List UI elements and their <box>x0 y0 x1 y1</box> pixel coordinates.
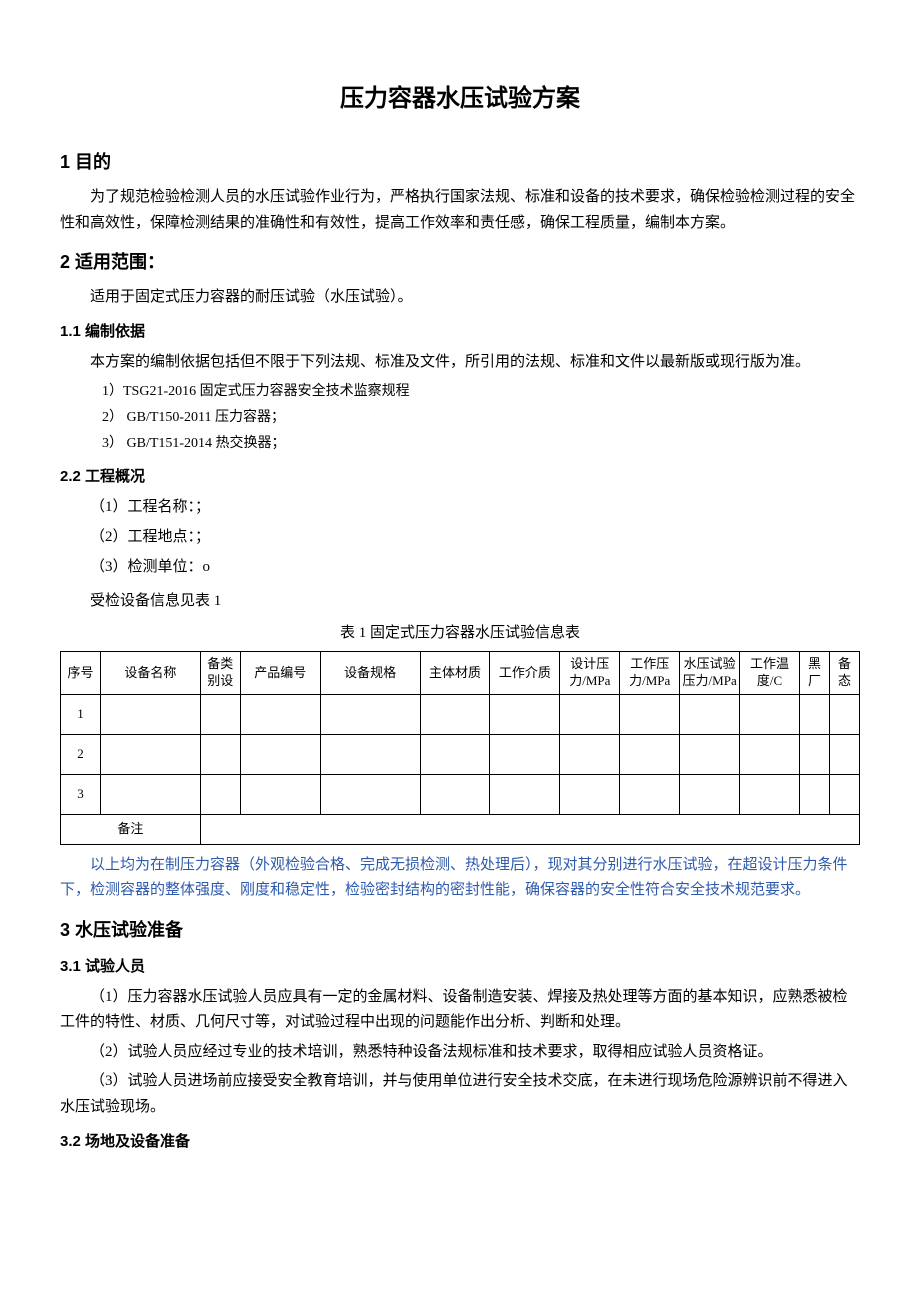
table-footer-row: 备注 <box>61 815 860 845</box>
subsection-1-1-heading: 1.1 编制依据 <box>60 320 860 344</box>
basis-item-3: 3） GB/T151-2014 热交换器； <box>60 432 860 456</box>
cell-empty <box>490 735 560 775</box>
basis-item-2: 2） GB/T150-2011 压力容器； <box>60 406 860 430</box>
cell-empty <box>800 735 830 775</box>
col-working-pressure: 工作压力/MPa <box>620 652 680 695</box>
col-product-number: 产品编号 <box>240 652 320 695</box>
cell-empty <box>740 695 800 735</box>
section-2-heading: 2 适用范围： <box>60 248 860 277</box>
table-row: 1 <box>61 695 860 735</box>
subsection-3-2-heading: 3.2 场地及设备准备 <box>60 1130 860 1154</box>
table-reference: 受检设备信息见表 1 <box>60 589 860 613</box>
blue-explanation: 以上均为在制压力容器（外观检验合格、完成无损检测、热处理后），现对其分别进行水压… <box>60 853 860 904</box>
equipment-info-table: 序号 设备名称 备类别设 产品编号 设备规格 主体材质 工作介质 设计压力/MP… <box>60 651 860 845</box>
project-name-field: （1）工程名称：； <box>60 495 860 519</box>
cell-empty <box>620 775 680 815</box>
table-1-caption: 表 1 固定式压力容器水压试验信息表 <box>60 621 860 645</box>
col-state: 黑厂 <box>800 652 830 695</box>
col-medium: 工作介质 <box>490 652 560 695</box>
section-1-heading: 1 目的 <box>60 148 860 177</box>
personnel-req-2: （2）试验人员应经过专业的技术培训，熟悉特种设备法规标准和技术要求，取得相应试验… <box>60 1040 860 1066</box>
col-hydro-pressure: 水压试验压力/MPa <box>680 652 740 695</box>
subsection-3-1-heading: 3.1 试验人员 <box>60 955 860 979</box>
footer-note-label: 备注 <box>61 815 201 845</box>
row-1-seq: 1 <box>61 695 101 735</box>
cell-empty <box>620 695 680 735</box>
cell-empty <box>800 695 830 735</box>
row-2-seq: 2 <box>61 735 101 775</box>
document-title: 压力容器水压试验方案 <box>60 80 860 118</box>
cell-empty <box>200 775 240 815</box>
cell-empty <box>200 695 240 735</box>
cell-empty <box>560 695 620 735</box>
cell-empty <box>320 695 420 735</box>
cell-empty <box>680 775 740 815</box>
cell-empty <box>240 735 320 775</box>
cell-empty <box>829 735 859 775</box>
cell-empty <box>420 775 490 815</box>
cell-empty <box>560 735 620 775</box>
col-design-pressure: 设计压力/MPa <box>560 652 620 695</box>
inspection-unit-field: （3）检测单位：o <box>60 555 860 579</box>
cell-empty <box>800 775 830 815</box>
row-3-seq: 3 <box>61 775 101 815</box>
col-sequence: 序号 <box>61 652 101 695</box>
cell-empty <box>829 695 859 735</box>
cell-empty <box>490 775 560 815</box>
personnel-req-3: （3）试验人员进场前应接受安全教育培训，并与使用单位进行安全技术交底，在未进行现… <box>60 1069 860 1120</box>
cell-empty <box>100 775 200 815</box>
col-temperature: 工作温度/C <box>740 652 800 695</box>
cell-empty <box>680 735 740 775</box>
col-equipment-name: 设备名称 <box>100 652 200 695</box>
cell-empty <box>490 695 560 735</box>
col-remark: 备态 <box>829 652 859 695</box>
section-1-para: 为了规范检验检测人员的水压试验作业行为，严格执行国家法规、标准和设备的技术要求，… <box>60 185 860 236</box>
cell-empty <box>320 735 420 775</box>
subsection-2-2-heading: 2.2 工程概况 <box>60 465 860 489</box>
cell-empty <box>740 735 800 775</box>
cell-empty <box>420 695 490 735</box>
cell-empty <box>620 735 680 775</box>
table-row: 3 <box>61 775 860 815</box>
basis-item-1: 1）TSG21-2016 固定式压力容器安全技术监察规程 <box>60 380 860 404</box>
section-2-para: 适用于固定式压力容器的耐压试验（水压试验）。 <box>60 285 860 311</box>
cell-empty <box>240 775 320 815</box>
cell-empty <box>100 735 200 775</box>
cell-empty <box>100 695 200 735</box>
personnel-req-1: （1）压力容器水压试验人员应具有一定的金属材料、设备制造安装、焊接及热处理等方面… <box>60 985 860 1036</box>
table-header-row: 序号 设备名称 备类别设 产品编号 设备规格 主体材质 工作介质 设计压力/MP… <box>61 652 860 695</box>
cell-empty <box>740 775 800 815</box>
cell-empty <box>320 775 420 815</box>
table-row: 2 <box>61 735 860 775</box>
cell-empty <box>420 735 490 775</box>
col-category: 备类别设 <box>200 652 240 695</box>
col-specification: 设备规格 <box>320 652 420 695</box>
cell-empty <box>680 695 740 735</box>
section-3-heading: 3 水压试验准备 <box>60 916 860 945</box>
footer-note-value <box>200 815 859 845</box>
project-location-field: （2）工程地点：； <box>60 525 860 549</box>
subsection-1-1-para: 本方案的编制依据包括但不限于下列法规、标准及文件，所引用的法规、标准和文件以最新… <box>60 350 860 376</box>
col-material: 主体材质 <box>420 652 490 695</box>
cell-empty <box>560 775 620 815</box>
cell-empty <box>200 735 240 775</box>
cell-empty <box>829 775 859 815</box>
cell-empty <box>240 695 320 735</box>
